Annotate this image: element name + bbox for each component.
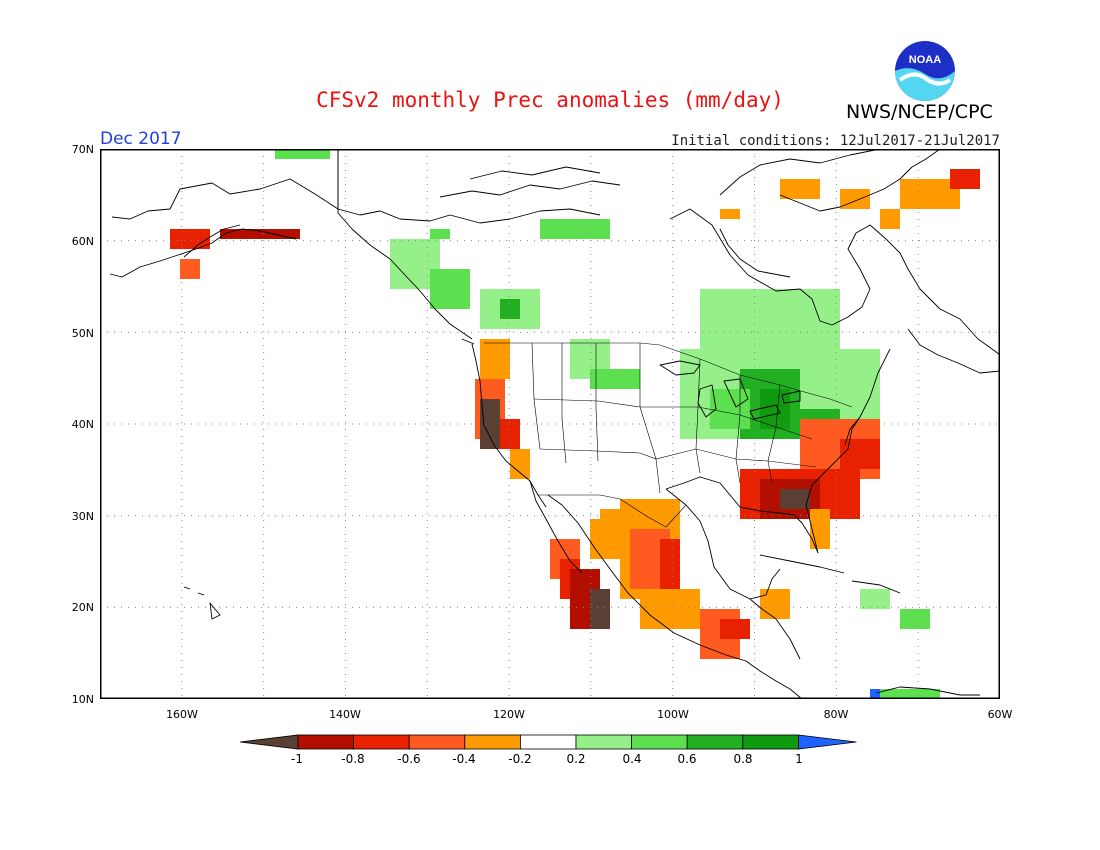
colorbar-label: -1 <box>291 752 303 766</box>
colorbar-swatch <box>297 734 354 750</box>
anomaly-cell <box>720 619 750 639</box>
lat-label-40n: 40N <box>71 418 94 431</box>
anomaly-cell <box>590 369 640 389</box>
forecast-month: Dec 2017 <box>100 129 182 149</box>
anomaly-cell <box>710 389 750 429</box>
anomaly-cell <box>780 489 810 509</box>
anomaly-cell <box>880 209 900 229</box>
anomaly-cell <box>510 449 530 479</box>
lon-label-60w: 60W <box>987 708 1013 721</box>
anomaly-cell <box>480 399 500 449</box>
colorbar-label: -0.6 <box>397 752 421 766</box>
coastlines <box>109 149 1000 699</box>
anomaly-cell <box>430 229 450 239</box>
anomaly-cell <box>950 169 980 189</box>
anomaly-cell <box>870 689 880 699</box>
anomaly-cell <box>880 689 940 699</box>
anomaly-cell <box>220 229 300 239</box>
colorbar-arrow-high <box>798 734 857 750</box>
colorbar-label: 0.8 <box>733 752 753 766</box>
map-canvas <box>100 149 1000 699</box>
chart-title: CFSv2 monthly Prec anomalies (mm/day) <box>316 88 784 112</box>
colorbar-swatch <box>686 734 744 750</box>
anomaly-cell <box>590 589 610 629</box>
colorbar-swatch <box>464 734 521 750</box>
anomaly-cell <box>840 189 870 209</box>
colorbar-label: 0.4 <box>622 752 642 766</box>
colorbar-swatch <box>353 734 410 750</box>
anomaly-map <box>100 149 1000 699</box>
anomaly-cell <box>760 589 790 619</box>
colorbar-swatch <box>742 734 799 750</box>
lat-label-10n: 10N <box>71 693 94 706</box>
anomaly-cell <box>900 609 930 629</box>
gridlines <box>100 149 1000 699</box>
colorbar-label: -0.2 <box>508 752 532 766</box>
lat-label-70n: 70N <box>71 143 94 156</box>
lat-label-30n: 30N <box>71 510 94 523</box>
lat-label-60n: 60N <box>71 235 94 248</box>
lon-label-80w: 80W <box>823 708 849 721</box>
anomaly-cell <box>860 589 890 609</box>
anomaly-cell <box>780 179 820 199</box>
colorbar-label: 0.2 <box>566 752 586 766</box>
noaa-logo-text: NOAA <box>909 54 941 66</box>
lon-label-140w: 140W <box>329 708 361 721</box>
colorbar-label: 1 <box>795 752 803 766</box>
political-borders <box>484 342 853 528</box>
lon-label-120w: 120W <box>493 708 525 721</box>
anomaly-cell <box>500 419 520 449</box>
lat-label-20n: 20N <box>71 601 94 614</box>
anomaly-cell <box>500 299 520 319</box>
agency-label: NWS/NCEP/CPC <box>846 101 993 123</box>
anomaly-cell <box>430 269 470 309</box>
anomaly-cell <box>480 339 510 379</box>
colorbar-swatch <box>631 734 688 750</box>
anomaly-cell <box>180 259 200 279</box>
initial-conditions: Initial conditions: 12Jul2017-21Jul2017 <box>671 133 1000 149</box>
anomaly-cell <box>810 509 830 549</box>
anomaly-cell <box>540 219 610 239</box>
anomaly-cell <box>275 149 330 159</box>
colorbar-arrow-low <box>240 734 299 750</box>
colorbar-swatch <box>519 734 577 750</box>
noaa-logo: NOAA <box>895 41 955 101</box>
colorbar-label: -0.4 <box>452 752 476 766</box>
anomaly-cells <box>170 149 980 699</box>
anomaly-cell <box>800 349 880 409</box>
colorbar-swatch <box>575 734 632 750</box>
colorbar-label: 0.6 <box>677 752 697 766</box>
anomaly-cell <box>720 209 740 219</box>
anomaly-cell <box>760 389 790 429</box>
lon-label-160w: 160W <box>166 708 198 721</box>
lat-label-50n: 50N <box>71 327 94 340</box>
colorbar-label: -0.8 <box>341 752 365 766</box>
anomaly-cell <box>840 439 880 469</box>
anomaly-cell <box>640 589 700 629</box>
colorbar <box>240 734 857 750</box>
colorbar-swatch <box>408 734 466 750</box>
lon-label-100w: 100W <box>657 708 689 721</box>
anomaly-cell <box>660 539 680 599</box>
